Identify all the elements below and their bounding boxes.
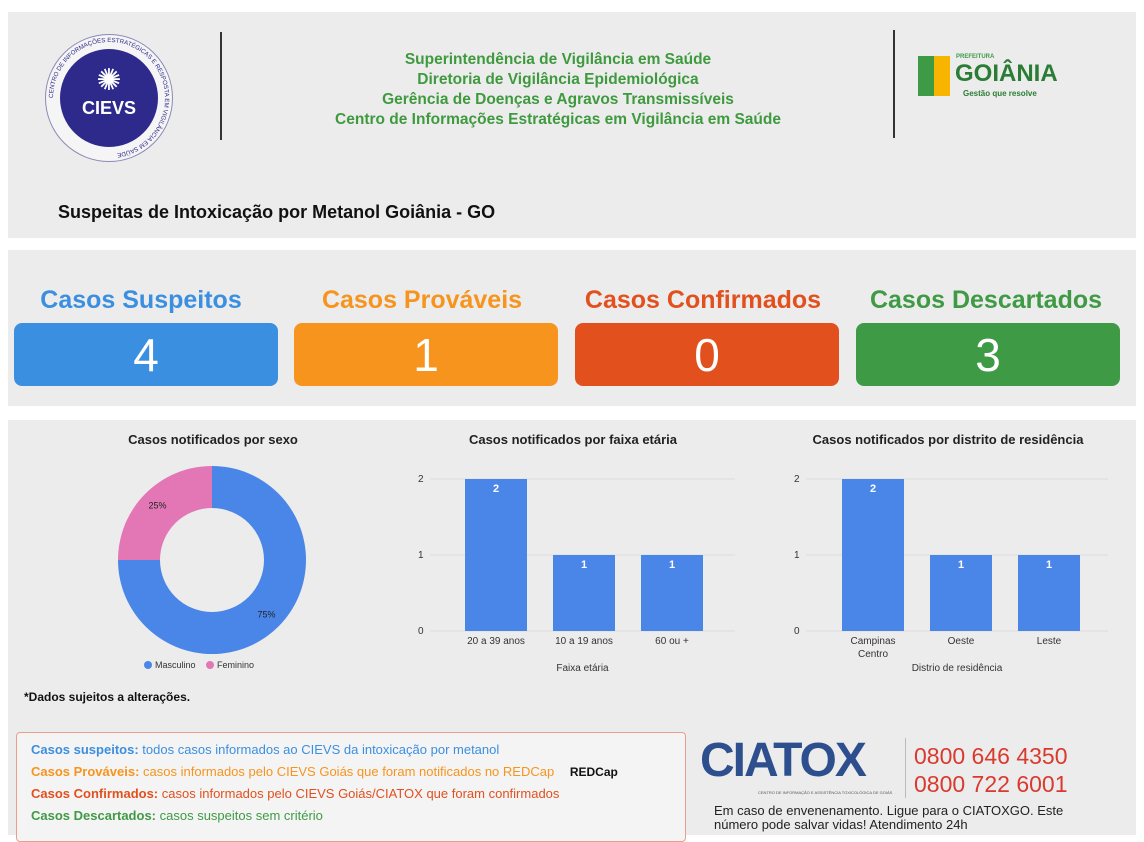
goiania-logo: PREFEITURA GOIÂNIA Gestão que resolve bbox=[918, 54, 1078, 104]
cievs-logo: CENTRO DE INFORMAÇÕES ESTRATÉGICAS E RES… bbox=[45, 34, 173, 162]
kpi-descartados-value: 3 bbox=[856, 323, 1120, 386]
x-tick-label: Oeste bbox=[948, 636, 975, 647]
y-tick-label: 0 bbox=[794, 626, 800, 637]
kpi-suspeitos-label: Casos Suspeitos bbox=[40, 286, 242, 314]
page-title: Suspeitas de Intoxicação por Metanol Goi… bbox=[58, 202, 496, 222]
kpi-suspeitos-value: 4 bbox=[14, 323, 278, 386]
pie-label: 75% bbox=[257, 609, 275, 619]
bar-0 bbox=[842, 479, 904, 631]
kpi-confirmados-label: Casos Confirmados bbox=[584, 286, 822, 314]
y-tick-label: 1 bbox=[794, 550, 800, 561]
chart-title-sexo: Casos notificados por sexo bbox=[128, 432, 298, 447]
x-axis-title: Faixa etária bbox=[556, 663, 609, 674]
bar-value-label: 1 bbox=[958, 559, 964, 571]
kpi-provaveis-label: Casos Prováveis bbox=[321, 286, 523, 314]
bar-0 bbox=[465, 479, 527, 631]
bar-2 bbox=[641, 555, 703, 631]
redcap-logo: REDCap bbox=[569, 765, 618, 779]
bar-2 bbox=[1018, 555, 1080, 631]
chart-title-distrito: Casos notificados por distrito de residê… bbox=[812, 432, 1084, 447]
bar-value-label: 1 bbox=[1046, 559, 1052, 571]
y-tick-label: 0 bbox=[418, 626, 424, 637]
y-tick-label: 2 bbox=[794, 474, 800, 485]
kpi-descartados-label: Casos Descartados bbox=[869, 286, 1103, 314]
legend-marker bbox=[144, 661, 152, 669]
x-tick-label: 60 ou + bbox=[655, 636, 689, 647]
phone-2[interactable]: 0800 722 6001 bbox=[914, 771, 1068, 797]
x-tick-label: Centro bbox=[858, 649, 888, 660]
definition-confirmados: Casos Confirmados: casos informados pelo… bbox=[31, 786, 560, 801]
kpi-panel: Casos Suspeitos 4 Casos Prováveis 1 Caso… bbox=[8, 250, 1136, 406]
bar-value-label: 1 bbox=[581, 559, 587, 571]
y-tick-label: 2 bbox=[418, 474, 424, 485]
x-tick-label: Leste bbox=[1037, 636, 1062, 647]
x-tick-label: Campinas bbox=[850, 636, 895, 647]
pie-slice-feminino bbox=[118, 466, 212, 560]
globe-icon: ✺ bbox=[96, 64, 122, 97]
pie-label: 25% bbox=[149, 501, 167, 511]
x-axis-title: Distrio de residência bbox=[912, 663, 1003, 674]
ciatox-phones: 0800 646 4350 0800 722 6001 bbox=[914, 742, 1068, 798]
definition-provaveis: Casos Prováveis: casos informados pelo C… bbox=[31, 764, 618, 779]
legend-label: Feminino bbox=[217, 660, 254, 670]
phone-1[interactable]: 0800 646 4350 bbox=[914, 743, 1068, 769]
bar-value-label: 2 bbox=[870, 483, 876, 495]
divider bbox=[905, 738, 906, 798]
x-tick-label: 10 a 19 anos bbox=[555, 636, 613, 647]
data-note: *Dados sujeitos a alterações. bbox=[24, 690, 191, 704]
bar-value-label: 1 bbox=[669, 559, 675, 571]
ciatox-text: Em caso de envenenamento. Ligue para o C… bbox=[714, 803, 1064, 832]
bar-1 bbox=[553, 555, 615, 631]
kpi-provaveis-value: 1 bbox=[294, 323, 558, 386]
kpi-confirmados-value: 0 bbox=[575, 323, 839, 386]
legend-marker bbox=[206, 661, 214, 669]
charts-panel: Casos notificados por sexo Casos notific… bbox=[8, 420, 1136, 842]
header-panel: CENTRO DE INFORMAÇÕES ESTRATÉGICAS E RES… bbox=[8, 12, 1136, 238]
bar-1 bbox=[930, 555, 992, 631]
ciatox-logo: CIATOX CENTRO DE INFORMAÇÃO E ASSISTÊNCI… bbox=[700, 734, 893, 796]
y-tick-label: 1 bbox=[418, 550, 424, 561]
x-tick-label: 20 a 39 anos bbox=[467, 636, 525, 647]
chart-title-faixa: Casos notificados por faixa etária bbox=[468, 432, 678, 447]
definition-suspeitos: Casos suspeitos: todos casos informados … bbox=[31, 742, 500, 757]
legend-label: Masculino bbox=[155, 660, 196, 670]
org-lines: Superintendência de Vigilância em Saúde … bbox=[335, 51, 781, 128]
bar-value-label: 2 bbox=[493, 483, 499, 495]
definitions-box: Casos suspeitos: todos casos informados … bbox=[16, 732, 686, 842]
divider bbox=[893, 30, 895, 138]
pie-slice-masculino bbox=[118, 466, 306, 654]
flag-icon bbox=[918, 56, 950, 96]
divider bbox=[220, 32, 222, 140]
charts-svg: 75% 25% Masculino Feminino 0 1 2 2 20 a 39 anos 1… bbox=[118, 466, 1108, 674]
definition-descartados: Casos Descartados: casos suspeitos sem c… bbox=[31, 808, 323, 823]
